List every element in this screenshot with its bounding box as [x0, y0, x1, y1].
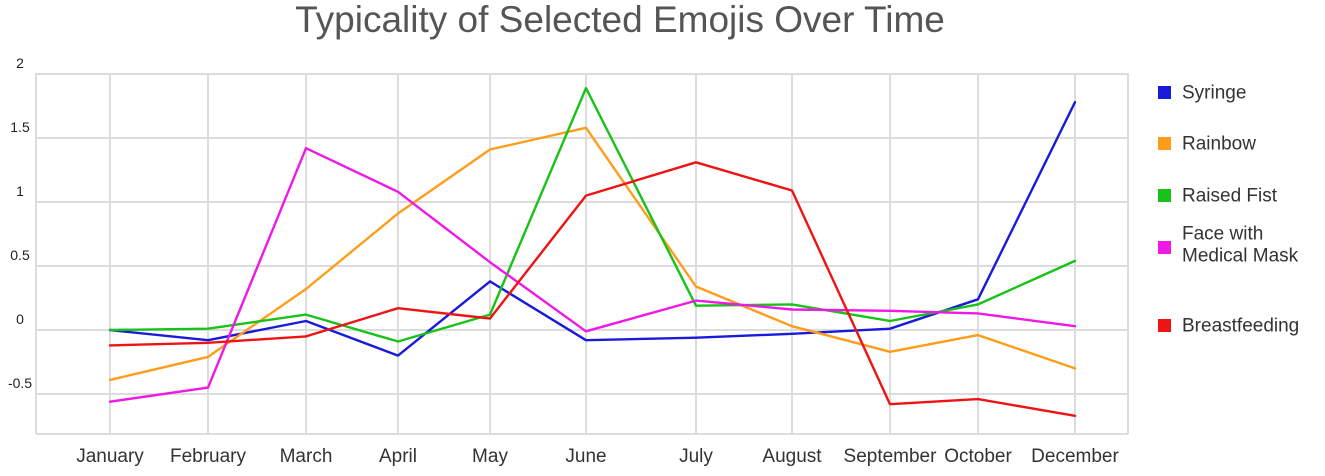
y-tick-label-1-5: 1.5	[10, 119, 30, 135]
x-tick-label-may: May	[472, 446, 508, 467]
series-line-breastfeeding	[108, 161, 1077, 417]
x-tick-label-july: July	[679, 446, 713, 467]
series-line-face-with-medical-mask	[108, 146, 1077, 403]
x-tick-label-december: December	[1031, 446, 1119, 467]
x-tick-label-january: January	[76, 446, 144, 467]
legend-swatch-rainbow	[1158, 137, 1171, 150]
y-tick-label-0-5: 0.5	[10, 247, 30, 263]
x-tick-label-september: September	[844, 446, 938, 467]
series-line-syringe	[108, 100, 1077, 357]
legend-swatch-raised-fist	[1158, 189, 1171, 202]
x-tick-label-march: March	[280, 446, 333, 467]
series-lines	[108, 86, 1077, 417]
legend-label-face-with-medical-mask-line-2: Medical Mask	[1182, 246, 1299, 267]
legend-item-raised-fist: Raised Fist	[1158, 186, 1278, 207]
legend-item-breastfeeding: Breastfeeding	[1158, 316, 1299, 337]
legend-label-raised-fist: Raised Fist	[1182, 186, 1278, 207]
x-tick-label-october: October	[944, 446, 1012, 467]
x-axis-ticks: January February March April May June July Augu…	[76, 446, 1119, 467]
legend-item-syringe: Syringe	[1158, 83, 1246, 104]
x-tick-label-april: April	[379, 446, 417, 467]
legend-swatch-face-with-medical-mask	[1158, 241, 1171, 254]
y-tick-label-2: 2	[16, 55, 24, 71]
y-tick-label-0: 0	[16, 311, 24, 327]
legend-swatch-syringe	[1158, 86, 1171, 99]
legend: Syringe Rainbow Raised Fist Face withMedica…	[1158, 83, 1299, 337]
legend-item-rainbow: Rainbow	[1158, 134, 1256, 155]
series-line-rainbow	[108, 126, 1077, 382]
y-axis-ticks: 2 1.5 1 0.5 0 -0.5	[8, 55, 32, 391]
x-tick-label-june: June	[565, 446, 606, 467]
y-tick-label-0-5: -0.5	[8, 375, 32, 391]
x-tick-label-february: February	[170, 446, 247, 467]
legend-label-face-with-medical-mask-line-1: Face with	[1182, 224, 1263, 245]
y-tick-label-1: 1	[16, 183, 24, 199]
legend-swatch-breastfeeding	[1158, 319, 1171, 332]
legend-label-breastfeeding: Breastfeeding	[1182, 316, 1299, 337]
legend-label-rainbow: Rainbow	[1182, 134, 1256, 155]
series-line-raised-fist	[108, 86, 1077, 343]
chart-title: Typicality of Selected Emojis Over Time	[295, 0, 945, 40]
legend-label-syringe: Syringe	[1182, 83, 1246, 104]
grid	[35, 73, 1129, 435]
x-tick-label-august: August	[762, 446, 822, 467]
